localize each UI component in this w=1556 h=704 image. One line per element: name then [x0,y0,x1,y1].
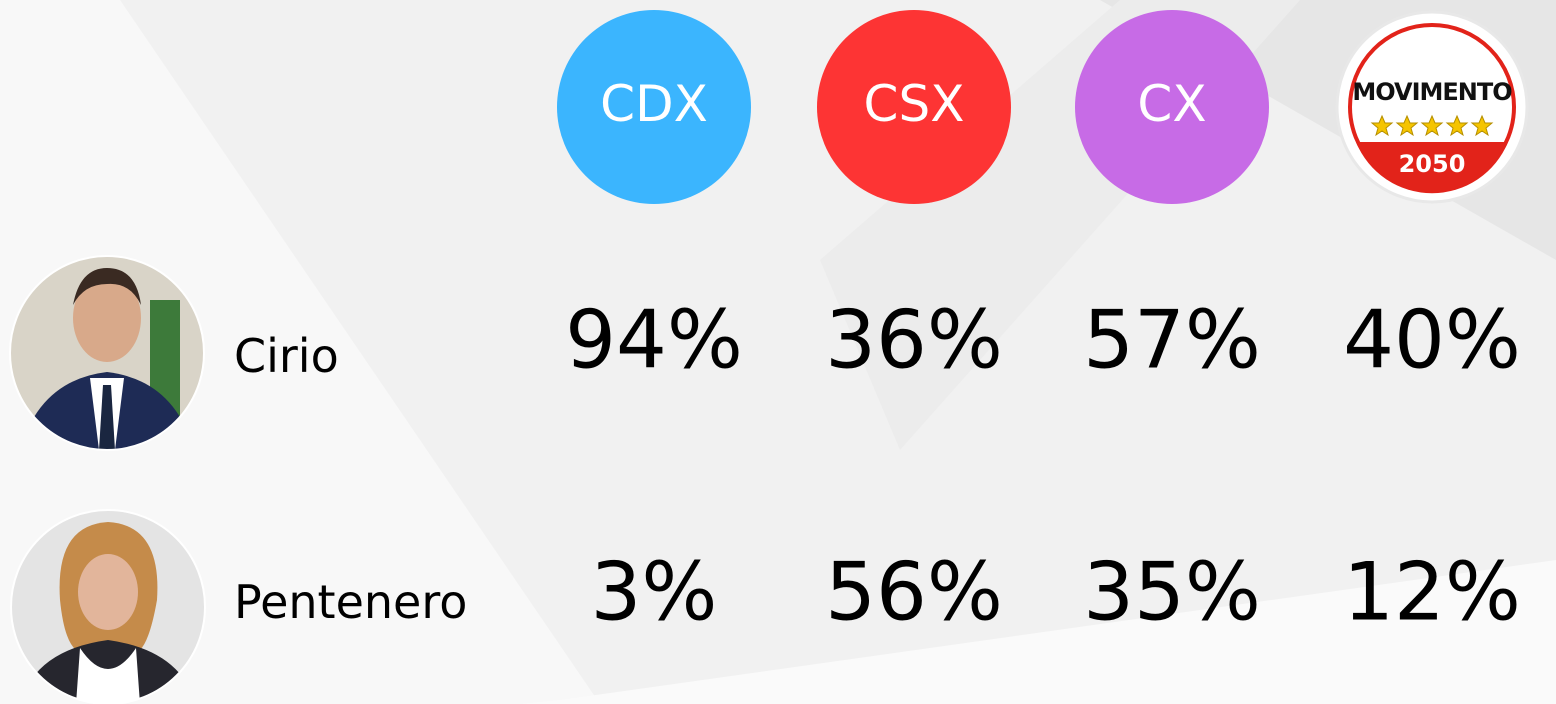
percentage: 3% [591,546,718,639]
percentage: 57% [1083,294,1261,387]
candidate-name: Pentenero [234,575,467,629]
percentage: 94% [565,294,743,387]
party-logo: MOVIMENTO 2050 [1337,12,1527,202]
infographic: CDX CSX CX MOVIMENTO 2050 [0,0,1556,704]
logo-stars [1370,115,1494,137]
percentage: 36% [825,294,1003,387]
percentage: 12% [1343,546,1521,639]
percentage: 40% [1343,294,1521,387]
header-label: CDX [600,75,708,133]
header-label: CSX [864,75,965,133]
column-headers: CDX CSX CX [557,10,1269,204]
candidate-name: Cirio [234,329,339,383]
page: {"header": {"columns": ["CDX", "CSX", "C… [0,0,1556,704]
logo-text: MOVIMENTO [1352,78,1512,106]
percentage: 56% [825,546,1003,639]
header-label: CX [1137,75,1206,133]
logo-year: 2050 [1399,150,1466,178]
percentage: 35% [1083,546,1261,639]
